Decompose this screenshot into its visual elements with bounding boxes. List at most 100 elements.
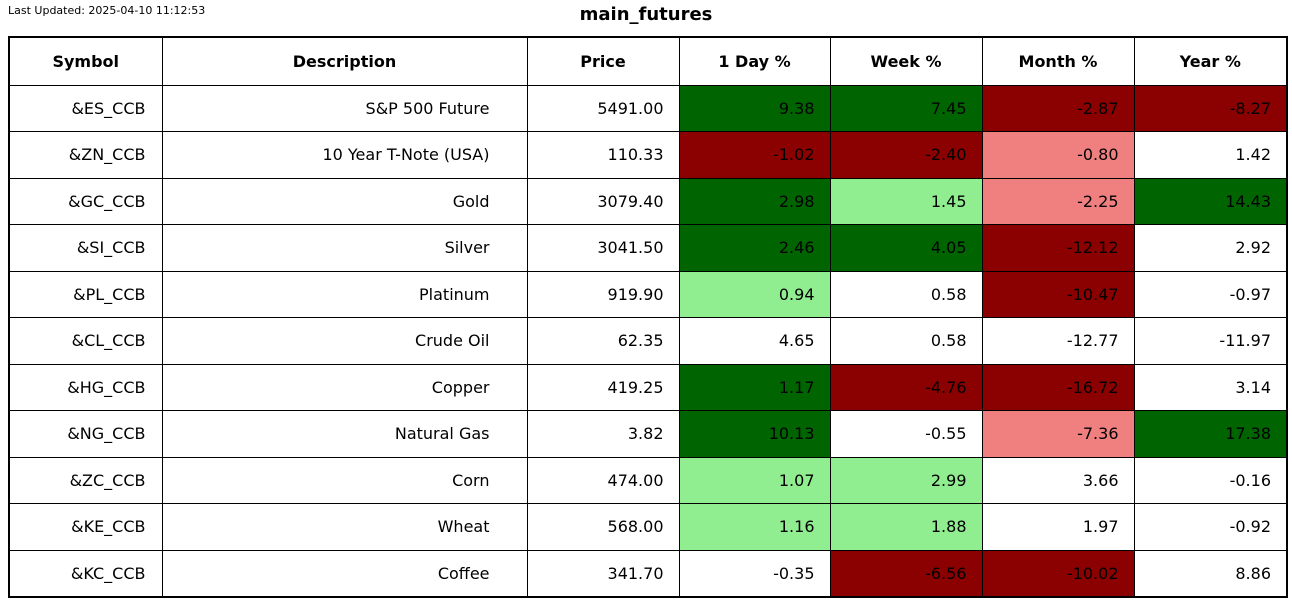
- symbol-cell: &ZN_CCB: [8, 131, 163, 179]
- symbol-cell: &GC_CCB: [8, 177, 163, 225]
- day-pct-cell: -0.35: [678, 549, 831, 597]
- year-pct-cell: -8.27: [1133, 84, 1288, 132]
- year-pct-cell: -11.97: [1133, 317, 1288, 365]
- year-pct-cell: 17.38: [1133, 410, 1288, 458]
- year-pct-cell: 14.43: [1133, 177, 1288, 225]
- price-cell: 474.00: [526, 456, 680, 504]
- day-pct-cell: 0.94: [678, 270, 831, 318]
- price-cell: 5491.00: [526, 84, 680, 132]
- month-pct-cell: -10.02: [981, 549, 1135, 597]
- table-row: &ZN_CCB 10 Year T-Note (USA) 110.33 -1.0…: [8, 131, 1288, 179]
- column-header-description: Description: [161, 36, 528, 86]
- header-row: Symbol Description Price 1 Day % Week % …: [8, 36, 1288, 86]
- symbol-cell: &KC_CCB: [8, 549, 163, 597]
- year-pct-cell: -0.92: [1133, 503, 1288, 551]
- week-pct-cell: 1.88: [829, 503, 983, 551]
- month-pct-cell: -16.72: [981, 363, 1135, 411]
- month-pct-cell: -12.77: [981, 317, 1135, 365]
- description-cell: Crude Oil: [161, 317, 528, 365]
- table-body: &ES_CCB S&P 500 Future 5491.00 9.38 7.45…: [8, 84, 1288, 597]
- week-pct-cell: -2.40: [829, 131, 983, 179]
- table-row: &KE_CCB Wheat 568.00 1.16 1.88 1.97 -0.9…: [8, 503, 1288, 551]
- table-row: &ZC_CCB Corn 474.00 1.07 2.99 3.66 -0.16: [8, 456, 1288, 504]
- price-cell: 62.35: [526, 317, 680, 365]
- year-pct-cell: 8.86: [1133, 549, 1288, 597]
- day-pct-cell: 1.17: [678, 363, 831, 411]
- symbol-cell: &CL_CCB: [8, 317, 163, 365]
- price-cell: 341.70: [526, 549, 680, 597]
- month-pct-cell: -2.25: [981, 177, 1135, 225]
- table-row: &CL_CCB Crude Oil 62.35 4.65 0.58 -12.77…: [8, 317, 1288, 365]
- week-pct-cell: 0.58: [829, 270, 983, 318]
- price-cell: 3.82: [526, 410, 680, 458]
- description-cell: S&P 500 Future: [161, 84, 528, 132]
- description-cell: Platinum: [161, 270, 528, 318]
- column-header-symbol: Symbol: [8, 36, 163, 86]
- symbol-cell: &NG_CCB: [8, 410, 163, 458]
- day-pct-cell: 1.16: [678, 503, 831, 551]
- table-row: &HG_CCB Copper 419.25 1.17 -4.76 -16.72 …: [8, 363, 1288, 411]
- last-updated-text: Last Updated: 2025-04-10 11:12:53: [8, 4, 206, 17]
- day-pct-cell: -1.02: [678, 131, 831, 179]
- table-row: &ES_CCB S&P 500 Future 5491.00 9.38 7.45…: [8, 84, 1288, 132]
- page-title: main_futures: [579, 4, 713, 25]
- price-cell: 3079.40: [526, 177, 680, 225]
- column-header-1day-pct: 1 Day %: [678, 36, 831, 86]
- month-pct-cell: -12.12: [981, 224, 1135, 272]
- price-cell: 3041.50: [526, 224, 680, 272]
- year-pct-cell: 2.92: [1133, 224, 1288, 272]
- table-row: &SI_CCB Silver 3041.50 2.46 4.05 -12.12 …: [8, 224, 1288, 272]
- week-pct-cell: 0.58: [829, 317, 983, 365]
- day-pct-cell: 10.13: [678, 410, 831, 458]
- description-cell: Coffee: [161, 549, 528, 597]
- month-pct-cell: 1.97: [981, 503, 1135, 551]
- symbol-cell: &KE_CCB: [8, 503, 163, 551]
- table-row: &KC_CCB Coffee 341.70 -0.35 -6.56 -10.02…: [8, 549, 1288, 597]
- price-cell: 919.90: [526, 270, 680, 318]
- month-pct-cell: -7.36: [981, 410, 1135, 458]
- month-pct-cell: 3.66: [981, 456, 1135, 504]
- week-pct-cell: 4.05: [829, 224, 983, 272]
- column-header-month-pct: Month %: [981, 36, 1135, 86]
- description-cell: Natural Gas: [161, 410, 528, 458]
- week-pct-cell: 1.45: [829, 177, 983, 225]
- table-row: &NG_CCB Natural Gas 3.82 10.13 -0.55 -7.…: [8, 410, 1288, 458]
- price-cell: 110.33: [526, 131, 680, 179]
- day-pct-cell: 1.07: [678, 456, 831, 504]
- symbol-cell: &ES_CCB: [8, 84, 163, 132]
- month-pct-cell: -2.87: [981, 84, 1135, 132]
- week-pct-cell: 7.45: [829, 84, 983, 132]
- year-pct-cell: 1.42: [1133, 131, 1288, 179]
- column-header-year-pct: Year %: [1133, 36, 1288, 86]
- table-row: &GC_CCB Gold 3079.40 2.98 1.45 -2.25 14.…: [8, 177, 1288, 225]
- month-pct-cell: -10.47: [981, 270, 1135, 318]
- symbol-cell: &PL_CCB: [8, 270, 163, 318]
- description-cell: 10 Year T-Note (USA): [161, 131, 528, 179]
- day-pct-cell: 9.38: [678, 84, 831, 132]
- description-cell: Silver: [161, 224, 528, 272]
- symbol-cell: &SI_CCB: [8, 224, 163, 272]
- week-pct-cell: -6.56: [829, 549, 983, 597]
- year-pct-cell: 3.14: [1133, 363, 1288, 411]
- year-pct-cell: -0.97: [1133, 270, 1288, 318]
- symbol-cell: &ZC_CCB: [8, 456, 163, 504]
- week-pct-cell: 2.99: [829, 456, 983, 504]
- description-cell: Copper: [161, 363, 528, 411]
- day-pct-cell: 4.65: [678, 317, 831, 365]
- month-pct-cell: -0.80: [981, 131, 1135, 179]
- column-header-price: Price: [526, 36, 680, 86]
- year-pct-cell: -0.16: [1133, 456, 1288, 504]
- column-header-week-pct: Week %: [829, 36, 983, 86]
- day-pct-cell: 2.98: [678, 177, 831, 225]
- description-cell: Wheat: [161, 503, 528, 551]
- price-cell: 419.25: [526, 363, 680, 411]
- description-cell: Gold: [161, 177, 528, 225]
- week-pct-cell: -0.55: [829, 410, 983, 458]
- table-row: &PL_CCB Platinum 919.90 0.94 0.58 -10.47…: [8, 270, 1288, 318]
- description-cell: Corn: [161, 456, 528, 504]
- futures-table: Symbol Description Price 1 Day % Week % …: [8, 36, 1288, 598]
- week-pct-cell: -4.76: [829, 363, 983, 411]
- price-cell: 568.00: [526, 503, 680, 551]
- symbol-cell: &HG_CCB: [8, 363, 163, 411]
